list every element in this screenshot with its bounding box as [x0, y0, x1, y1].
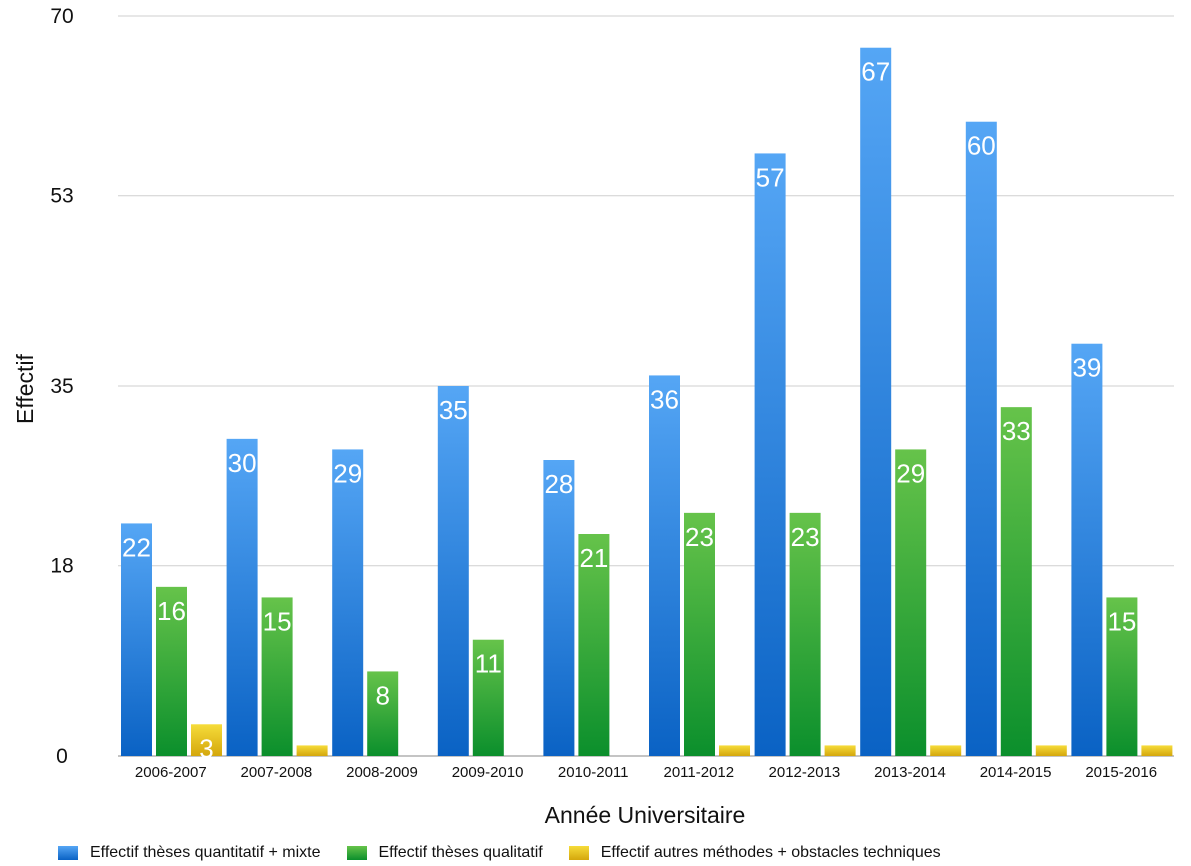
bar-series-2 [895, 449, 927, 756]
x-tick-label: 2013-2014 [874, 764, 946, 781]
bar-series-3 [296, 745, 328, 756]
bar-series-2 [1000, 407, 1032, 756]
y-tick-label: 53 [50, 185, 73, 208]
bar-series-2 [367, 671, 399, 756]
x-axis-title: Année Universitaire [545, 802, 746, 828]
legend-item-autres: Effectif autres méthodes + obstacles tec… [568, 844, 941, 862]
data-label: 36 [650, 384, 679, 414]
bar-series-1 [649, 375, 680, 756]
data-label: 29 [896, 458, 925, 488]
bar-series-1 [332, 449, 364, 756]
data-label: 57 [756, 162, 785, 192]
legend-label-autres: Effectif autres méthodes + obstacles tec… [600, 844, 941, 861]
bar-series-1 [965, 121, 997, 756]
bar-series-3 [191, 724, 222, 756]
legend-label-quantitatif: Effectif thèses quantitatif + mixte [90, 844, 321, 861]
bar-series-1 [754, 153, 786, 756]
x-tick-label: 2010-2011 [558, 764, 629, 781]
bar-series-2 [261, 597, 293, 756]
bar-series-1 [860, 47, 892, 756]
bar-series-3 [824, 745, 856, 756]
bars [121, 47, 1173, 756]
data-label: 23 [791, 522, 820, 552]
data-label: 23 [685, 522, 714, 552]
bar-chart: 0 18 35 53 70 22 16 3 30 15 29 8 35 11 28 21 36 23 57 23 67… [12, 5, 1174, 828]
data-label: 28 [544, 469, 573, 499]
y-axis-title: Effectif [12, 353, 38, 423]
data-label: 29 [333, 458, 362, 488]
y-axis-ticks: 0 18 35 53 70 [50, 5, 73, 768]
gridlines [118, 15, 1174, 757]
x-tick-label: 2007-2008 [241, 764, 313, 781]
legend-swatch-blue [58, 846, 78, 860]
bar-series-3 [1141, 745, 1173, 756]
bar-series-3 [930, 745, 962, 756]
legend-item-quantitatif: Effectif thèses quantitatif + mixte [58, 844, 321, 862]
data-label: 8 [375, 680, 389, 710]
x-tick-label: 2006-2007 [135, 764, 207, 781]
data-label: 21 [579, 543, 608, 573]
legend-swatch-yellow [568, 846, 589, 860]
bar-series-2 [1106, 597, 1138, 756]
x-tick-label: 2012-2013 [769, 764, 841, 781]
data-label: 3 [199, 733, 213, 763]
data-label: 60 [967, 131, 996, 161]
y-tick-label: 70 [50, 5, 73, 28]
data-labels: 22 16 3 30 15 29 8 35 11 28 21 36 23 57 23 67 29 60 33 39 15 [122, 57, 1136, 764]
bar-series-2 [684, 512, 715, 756]
data-label: 15 [263, 606, 292, 636]
data-label: 67 [861, 57, 890, 87]
data-label: 39 [1072, 353, 1101, 383]
y-tick-label: 0 [56, 745, 68, 768]
data-label: 35 [439, 395, 468, 425]
bar-series-3 [719, 745, 750, 756]
bar-series-1 [226, 438, 258, 756]
legend-swatch-green [346, 846, 367, 860]
bar-series-2 [789, 512, 821, 756]
x-axis-ticks: 2006-2007 2007-2008 2008-2009 2009-2010 2010… [135, 764, 1157, 781]
bar-series-2 [472, 639, 504, 756]
x-tick-label: 2011-2012 [663, 764, 734, 781]
bar-series-2 [156, 586, 187, 756]
data-label: 16 [157, 596, 186, 626]
legend-label-qualitatif: Effectif thèses qualitatif [378, 844, 543, 861]
legend: Effectif thèses quantitatif + mixte Effe… [58, 842, 941, 864]
bar-series-3 [1035, 745, 1067, 756]
bar-series-1 [1071, 343, 1103, 756]
data-label: 22 [122, 532, 151, 562]
bar-series-1 [543, 460, 575, 756]
data-label: 15 [1107, 606, 1136, 636]
data-label: 11 [475, 649, 502, 679]
data-label: 30 [228, 448, 257, 478]
bar-series-2 [578, 534, 610, 756]
data-label: 33 [1002, 416, 1031, 446]
y-tick-label: 35 [50, 375, 73, 398]
bar-series-1 [437, 386, 469, 756]
x-tick-label: 2014-2015 [980, 764, 1052, 781]
x-tick-label: 2015-2016 [1085, 764, 1157, 781]
bar-series-1 [121, 523, 152, 756]
y-tick-label: 18 [50, 555, 73, 578]
legend-item-qualitatif: Effectif thèses qualitatif [346, 844, 543, 862]
x-tick-label: 2009-2010 [452, 764, 524, 781]
x-tick-label: 2008-2009 [346, 764, 418, 781]
